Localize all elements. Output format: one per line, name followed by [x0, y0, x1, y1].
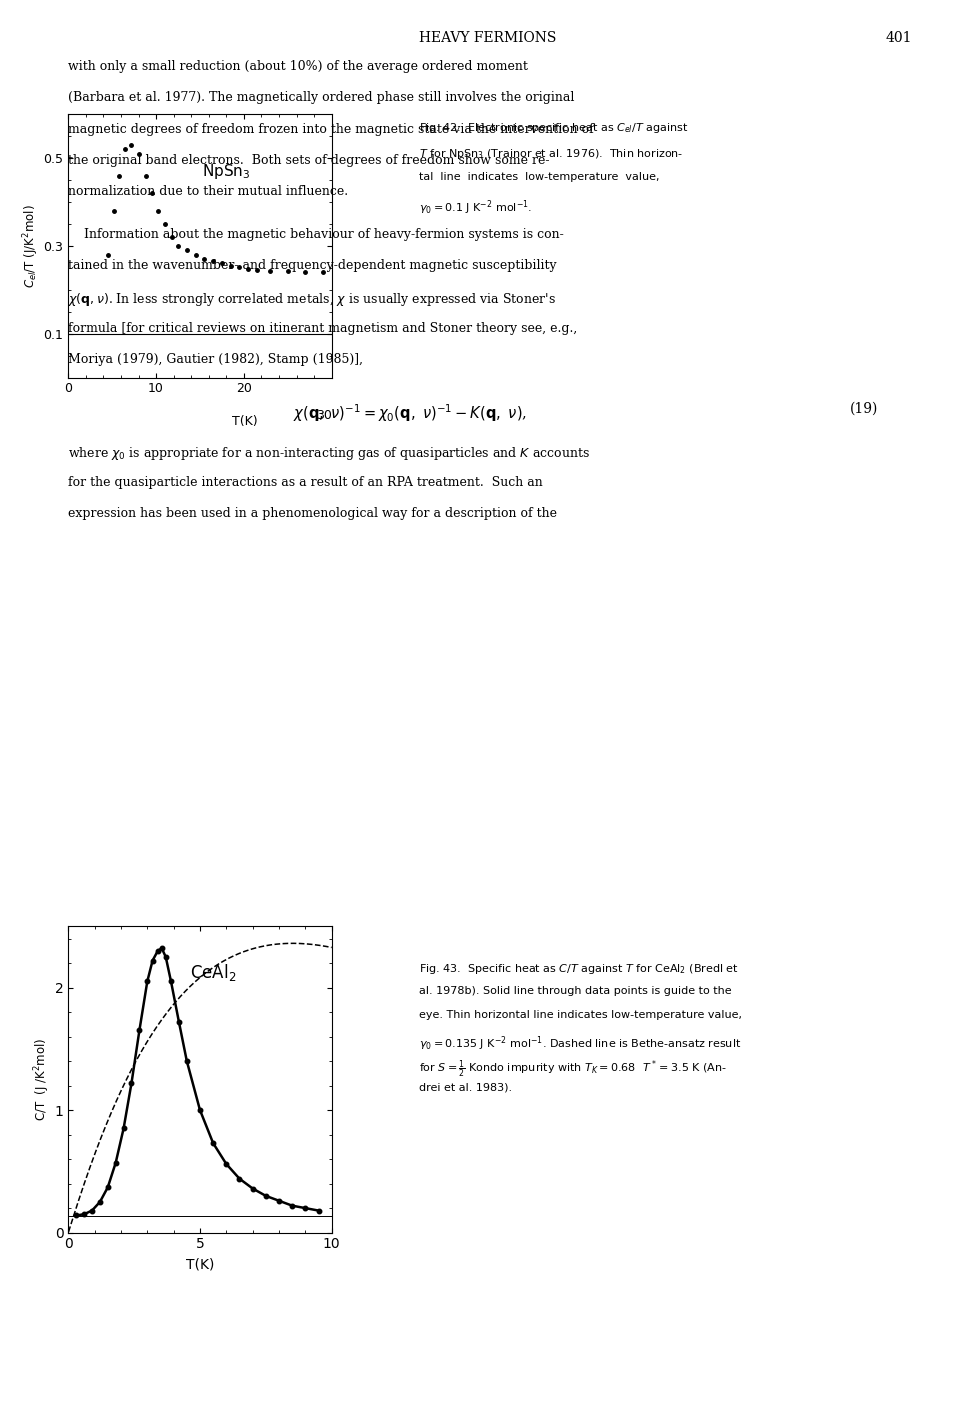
Text: magnetic degrees of freedom frozen into the magnetic state via the intervention : magnetic degrees of freedom frozen into … — [68, 123, 594, 135]
Text: Moriya (1979), Gautier (1982), Stamp (1985)],: Moriya (1979), Gautier (1982), Stamp (19… — [68, 353, 363, 366]
Text: 401: 401 — [885, 31, 912, 46]
Text: T(K): T(K) — [232, 415, 257, 427]
Text: 30: 30 — [316, 409, 332, 422]
Text: the original band electrons.  Both sets of degrees of freedom show some re-: the original band electrons. Both sets o… — [68, 154, 550, 167]
Text: tal  line  indicates  low-temperature  value,: tal line indicates low-temperature value… — [419, 172, 660, 182]
Text: Fig. 43.  Specific heat as $C/T$ against $T$ for CeAl$_2$ (Bredl et: Fig. 43. Specific heat as $C/T$ against … — [419, 962, 739, 976]
Text: $\chi(\mathbf{q},\ \nu)^{-1} = \chi_0(\mathbf{q},\ \nu)^{-1} - K(\mathbf{q},\ \n: $\chi(\mathbf{q},\ \nu)^{-1} = \chi_0(\m… — [292, 402, 526, 423]
Text: al. 1978b). Solid line through data points is guide to the: al. 1978b). Solid line through data poin… — [419, 986, 731, 996]
Text: $\gamma_0 = 0.1$ J K$^{-2}$ mol$^{-1}$.: $\gamma_0 = 0.1$ J K$^{-2}$ mol$^{-1}$. — [419, 198, 532, 217]
Text: $\gamma_0 = 0.135$ J K$^{-2}$ mol$^{-1}$. Dashed line is Bethe-ansatz result: $\gamma_0 = 0.135$ J K$^{-2}$ mol$^{-1}$… — [419, 1035, 741, 1053]
Text: expression has been used in a phenomenological way for a description of the: expression has been used in a phenomenol… — [68, 507, 557, 520]
Text: formula [for critical reviews on itinerant magnetism and Stoner theory see, e.g.: formula [for critical reviews on itinera… — [68, 322, 577, 335]
Y-axis label: $C_{el}$/T (J/K$^2$mol): $C_{el}$/T (J/K$^2$mol) — [21, 204, 41, 288]
Text: for $S = \frac{1}{2}$ Kondo impurity with $T_K = 0.68$  $T^* = 3.5$ K (An-: for $S = \frac{1}{2}$ Kondo impurity wit… — [419, 1059, 727, 1080]
Text: CeAl$_2$: CeAl$_2$ — [190, 962, 236, 983]
Text: (19): (19) — [849, 402, 878, 416]
Text: (Barbara et al. 1977). The magnetically ordered phase still involves the origina: (Barbara et al. 1977). The magnetically … — [68, 91, 574, 104]
Text: with only a small reduction (about 10%) of the average ordered moment: with only a small reduction (about 10%) … — [68, 60, 527, 73]
Text: where $\chi_0$ is appropriate for a non-interacting gas of quasiparticles and $K: where $\chi_0$ is appropriate for a non-… — [68, 445, 590, 462]
Text: normalization due to their mutual influence.: normalization due to their mutual influe… — [68, 185, 348, 198]
Text: Information about the magnetic behaviour of heavy-fermion systems is con-: Information about the magnetic behaviour… — [68, 228, 564, 241]
Text: $\chi(\mathbf{q}, \nu)$. In less strongly correlated metals, $\chi$ is usually e: $\chi(\mathbf{q}, \nu)$. In less strongl… — [68, 291, 556, 308]
Y-axis label: C/T  (J /K$^2$mol): C/T (J /K$^2$mol) — [32, 1037, 52, 1121]
Text: NpSn$_3$: NpSn$_3$ — [202, 162, 251, 181]
X-axis label: T(K): T(K) — [185, 1257, 214, 1271]
Text: drei et al. 1983).: drei et al. 1983). — [419, 1083, 512, 1093]
Text: tained in the wavenumber- and frequency-dependent magnetic susceptibility: tained in the wavenumber- and frequency-… — [68, 259, 557, 272]
Text: $T$ for NpSn$_3$ (Trainor et al. 1976).  Thin horizon-: $T$ for NpSn$_3$ (Trainor et al. 1976). … — [419, 147, 683, 161]
Text: for the quasiparticle interactions as a result of an RPA treatment.  Such an: for the quasiparticle interactions as a … — [68, 476, 543, 489]
Text: HEAVY FERMIONS: HEAVY FERMIONS — [419, 31, 556, 46]
Text: eye. Thin horizontal line indicates low-temperature value,: eye. Thin horizontal line indicates low-… — [419, 1010, 742, 1020]
Text: Fig. 42.  Electronic specific heat as $C_{el}/T$ against: Fig. 42. Electronic specific heat as $C_… — [419, 121, 688, 135]
